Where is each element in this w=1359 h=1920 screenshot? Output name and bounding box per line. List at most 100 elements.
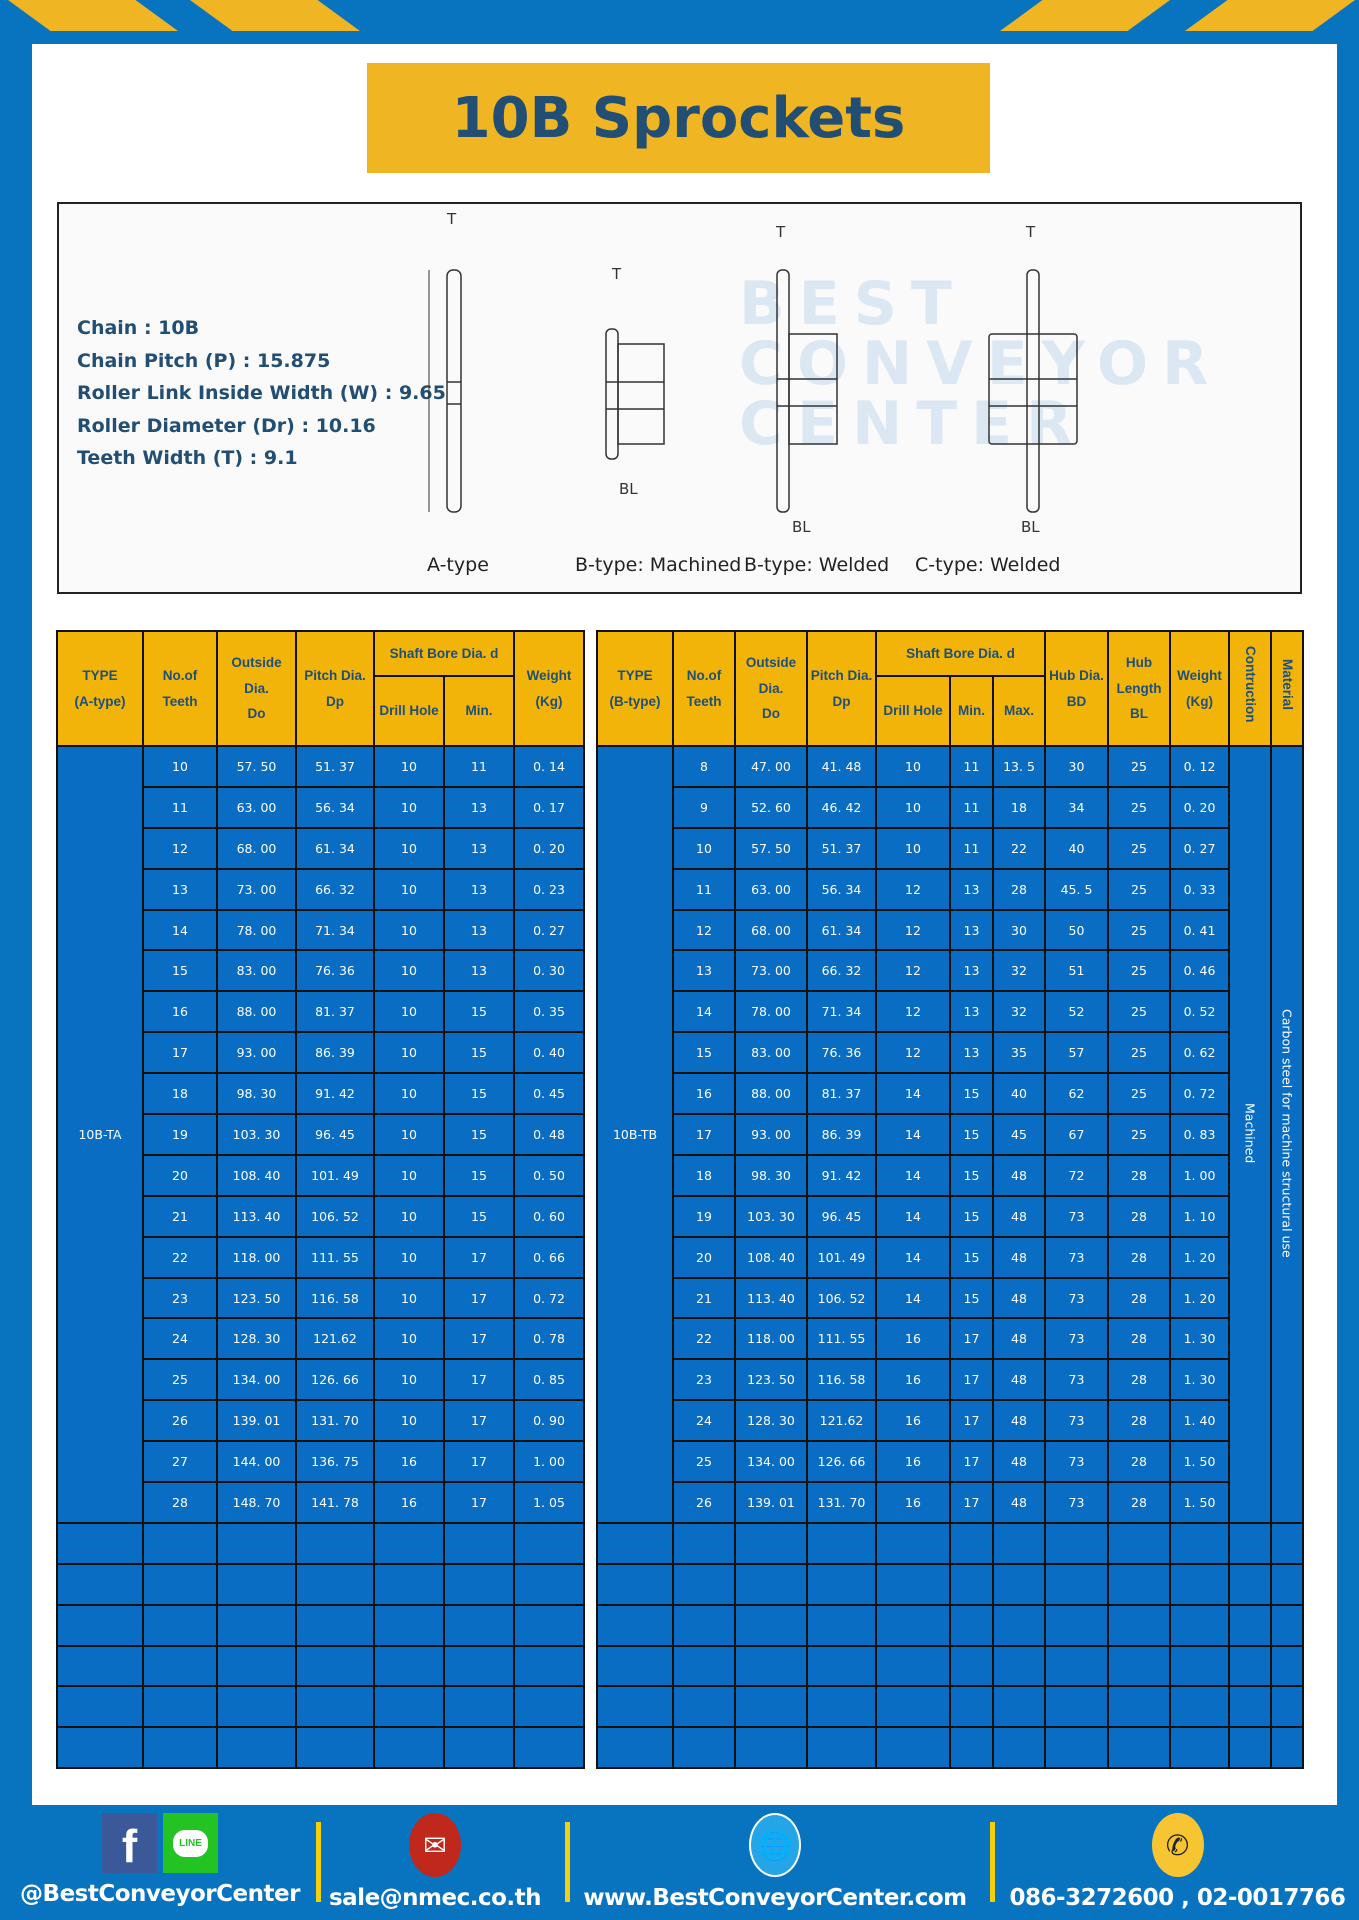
outside-dia-cell: 98. 30	[734, 1153, 808, 1197]
pitch-dia-cell: 66. 32	[806, 949, 877, 993]
line-icon[interactable]: LINE	[163, 1813, 218, 1873]
outside-dia-cell: 123. 50	[734, 1358, 808, 1402]
globe-icon: 🌐	[749, 1813, 801, 1877]
outside-dia-cell: 108. 40	[734, 1235, 808, 1279]
hub-length-cell: 28	[1107, 1399, 1171, 1443]
outside-dia-cell: 63. 00	[216, 785, 297, 829]
teeth-cell: 15	[142, 949, 218, 993]
outside-dia-cell: 103. 30	[734, 1194, 808, 1238]
spec-pitch: Chain Pitch (P) : 15.875	[77, 349, 331, 372]
empty-row	[596, 1644, 1304, 1688]
bore-max-cell: 48	[992, 1276, 1046, 1320]
teeth-cell: 12	[672, 908, 736, 952]
header-max: Max.	[992, 675, 1046, 747]
drill-hole-cell: 14	[875, 1276, 951, 1320]
outside-dia-cell: 108. 40	[216, 1153, 297, 1197]
bore-min-cell: 13	[442, 908, 516, 952]
pitch-dia-cell: 76. 36	[806, 1031, 877, 1075]
empty-cell	[992, 1685, 1046, 1729]
phone-icon: ✆	[1151, 1813, 1204, 1877]
teeth-cell: 21	[672, 1276, 736, 1320]
empty-cell	[1270, 1562, 1304, 1606]
empty-cell	[672, 1603, 736, 1647]
table-row: 12 68. 00 61. 34 12 13 30 50 25 0. 41	[597, 908, 1303, 952]
footer-email[interactable]: ✉ sale@nmec.co.th	[325, 1813, 545, 1913]
weight-cell: 0. 90	[513, 1399, 586, 1443]
empty-cell	[1044, 1603, 1109, 1647]
drill-hole-cell: 10	[875, 785, 951, 829]
bore-min-cell: 13	[442, 949, 516, 993]
teeth-cell: 12	[142, 826, 218, 870]
empty-cell	[56, 1726, 144, 1770]
outside-dia-cell: 83. 00	[216, 949, 297, 993]
social-handle[interactable]: @BestConveyorCenter	[20, 1881, 300, 1907]
pitch-dia-cell: 96. 45	[806, 1194, 877, 1238]
pitch-dia-cell: 56. 34	[295, 785, 375, 829]
email-link[interactable]: sale@nmec.co.th	[328, 1885, 542, 1911]
footer-social[interactable]: f LINE @BestConveyorCenter	[20, 1813, 300, 1913]
teeth-cell: 26	[672, 1481, 736, 1524]
a-type-table: TYPE (A-type) No.of Teeth Outside Dia. Do Pi…	[56, 630, 586, 1770]
header-weight: Weight (Kg)	[513, 630, 586, 747]
bore-min-cell: 17	[442, 1317, 516, 1361]
table-row: 20 108. 40 101. 49 14 15 48 73 28 1. 20	[597, 1235, 1303, 1279]
drill-hole-cell: 16	[875, 1481, 951, 1524]
phone-numbers[interactable]: 086-3272600 , 02-0017766	[1009, 1885, 1346, 1911]
pitch-dia-cell: 106. 52	[806, 1276, 877, 1320]
hub-length-cell: 28	[1107, 1276, 1171, 1320]
table-row: 14 78. 00 71. 34 10 13 0. 27	[57, 908, 586, 952]
outside-dia-cell: 73. 00	[734, 949, 808, 993]
bore-min-cell: 11	[442, 745, 516, 788]
table-row: 26 139. 01 131. 70 16 17 48 73 28 1. 50	[597, 1481, 1303, 1524]
material-cell: Carbon steel for machine structural use	[1270, 745, 1304, 1524]
outside-dia-cell: 113. 40	[216, 1194, 297, 1238]
header-outside-dia: Outside Dia. Do	[216, 630, 297, 747]
empty-cell	[442, 1726, 516, 1770]
empty-cell	[373, 1603, 445, 1647]
watermark-line: CONVEYOR	[739, 329, 1223, 399]
empty-row	[56, 1726, 586, 1770]
pitch-dia-cell: 91. 42	[806, 1153, 877, 1197]
hub-length-cell: 28	[1107, 1440, 1171, 1484]
weight-cell: 1. 00	[1169, 1153, 1230, 1197]
empty-cell	[513, 1726, 586, 1770]
teeth-cell: 18	[672, 1153, 736, 1197]
footer-phone[interactable]: ✆ 086-3272600 , 02-0017766	[1000, 1813, 1355, 1913]
bore-min-cell: 13	[949, 908, 994, 952]
pitch-dia-cell: 61. 34	[806, 908, 877, 952]
b-type-table: TYPE (B-type) No.of Teeth Outside Dia. Do Pi…	[596, 630, 1304, 1770]
teeth-cell: 10	[672, 826, 736, 870]
bore-min-cell: 17	[442, 1276, 516, 1320]
drill-hole-cell: 10	[373, 1072, 445, 1116]
teeth-cell: 9	[672, 785, 736, 829]
empty-cell	[142, 1685, 218, 1729]
weight-cell: 0. 20	[513, 826, 586, 870]
table-row: 23 123. 50 116. 58 16 17 48 73 28 1. 30	[597, 1358, 1303, 1402]
footer-website[interactable]: 🌐 www.BestConveyorCenter.com	[575, 1813, 975, 1913]
table-row: 25 134. 00 126. 66 10 17 0. 85	[57, 1358, 586, 1402]
hub-dia-cell: 73	[1044, 1399, 1109, 1443]
empty-cell	[373, 1644, 445, 1688]
header-hub-length: Hub Length BL	[1107, 630, 1171, 747]
drill-hole-cell: 16	[875, 1358, 951, 1402]
weight-cell: 1. 30	[1169, 1317, 1230, 1361]
empty-cell	[1044, 1644, 1109, 1688]
website-link[interactable]: www.BestConveyorCenter.com	[583, 1885, 967, 1911]
bore-min-cell: 15	[949, 1153, 994, 1197]
drill-hole-cell: 10	[373, 949, 445, 993]
empty-cell	[596, 1685, 674, 1729]
bore-min-cell: 17	[442, 1358, 516, 1402]
empty-cell	[1169, 1644, 1230, 1688]
empty-cell	[949, 1726, 994, 1770]
outside-dia-cell: 139. 01	[734, 1481, 808, 1524]
empty-cell	[672, 1562, 736, 1606]
bore-max-cell: 32	[992, 949, 1046, 993]
bore-max-cell: 48	[992, 1194, 1046, 1238]
hub-length-cell: 28	[1107, 1153, 1171, 1197]
caption-b-welded: B-type: Welded	[744, 554, 890, 576]
outside-dia-cell: 68. 00	[734, 908, 808, 952]
footer-divider	[565, 1822, 570, 1902]
teeth-cell: 11	[142, 785, 218, 829]
hub-length-cell: 25	[1107, 990, 1171, 1034]
facebook-icon[interactable]: f	[102, 1813, 157, 1873]
